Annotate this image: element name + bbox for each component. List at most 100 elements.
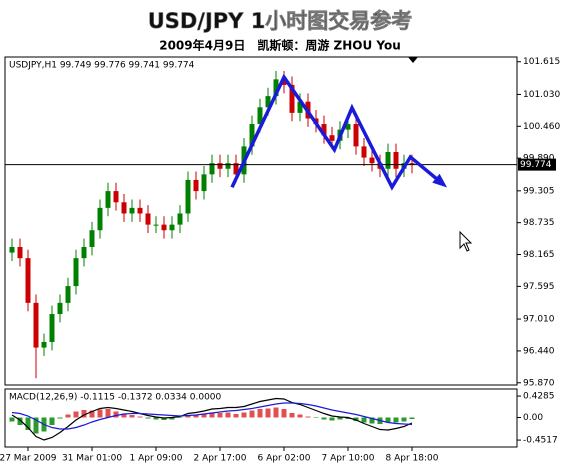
candle-body bbox=[161, 224, 167, 231]
y-tick-label: 101.615 bbox=[523, 57, 560, 67]
candle-body bbox=[369, 157, 375, 164]
x-tick-label: 6 Apr 02:00 bbox=[258, 454, 311, 464]
candle-body bbox=[129, 207, 135, 214]
page-subtitle: 2009年4月9日 凯斯顿：周游 ZHOU You bbox=[159, 38, 401, 53]
candle-body bbox=[81, 246, 87, 259]
macd-bar bbox=[185, 415, 191, 418]
macd-bar bbox=[177, 417, 183, 418]
macd-bar bbox=[105, 409, 111, 418]
x-tick-label: 2 Apr 17:00 bbox=[194, 454, 247, 464]
candle-body bbox=[249, 124, 255, 147]
x-tick-label: 1 Apr 09:00 bbox=[130, 454, 183, 464]
x-tick-label: 31 Mar 01:00 bbox=[62, 454, 122, 464]
macd-bar bbox=[249, 410, 255, 418]
macd-bar bbox=[81, 410, 87, 418]
candle-body bbox=[121, 202, 127, 214]
macd-bar bbox=[337, 417, 343, 420]
macd-bar bbox=[369, 417, 375, 424]
macd-bar bbox=[25, 417, 31, 430]
macd-bar bbox=[113, 411, 119, 418]
candle-body bbox=[145, 213, 151, 225]
macd-bar bbox=[121, 413, 127, 418]
candle-body bbox=[209, 163, 215, 175]
last-price-label: 99.774 bbox=[520, 160, 552, 170]
trend-arrow bbox=[230, 73, 446, 191]
candle-body bbox=[49, 314, 55, 342]
macd-bar bbox=[233, 414, 239, 418]
x-tick-label: 7 Apr 10:00 bbox=[322, 454, 375, 464]
candle-body bbox=[321, 124, 327, 136]
macd-bar bbox=[321, 417, 327, 420]
macd-panel bbox=[4, 388, 518, 448]
macd-bar bbox=[33, 417, 39, 434]
macd-label: MACD(12,26,9) -0.1115 -0.1372 0.0334 0.0… bbox=[9, 393, 222, 403]
macd-bar bbox=[305, 416, 311, 418]
macd-bar bbox=[393, 417, 399, 423]
cursor bbox=[459, 230, 473, 252]
y-tick-label: 0.00 bbox=[523, 413, 543, 423]
candle-body bbox=[17, 246, 23, 259]
candle-body bbox=[33, 302, 39, 348]
candle-body bbox=[97, 207, 103, 231]
candle-body bbox=[177, 213, 183, 225]
price-panel bbox=[4, 56, 518, 386]
macd-line bbox=[11, 397, 413, 441]
macd-bar bbox=[265, 408, 271, 418]
candle-body bbox=[105, 191, 111, 208]
y-tick-label: 96.440 bbox=[523, 346, 555, 356]
macd-bar bbox=[169, 417, 175, 420]
macd-bar bbox=[49, 417, 55, 425]
macd-bar bbox=[361, 417, 367, 423]
candle-body bbox=[233, 163, 239, 175]
candle-body bbox=[353, 124, 359, 147]
macd-bar bbox=[313, 417, 319, 418]
candle-body bbox=[193, 179, 199, 192]
candle-body bbox=[201, 174, 207, 192]
macd-bar bbox=[241, 412, 247, 418]
macd-bar bbox=[401, 417, 407, 422]
macd-bar bbox=[97, 409, 103, 418]
macd-bar bbox=[65, 414, 71, 418]
macd-bar bbox=[201, 413, 207, 418]
y-tick-label: 97.010 bbox=[523, 315, 555, 325]
macd-bar bbox=[385, 417, 391, 422]
arrow-head bbox=[432, 173, 448, 188]
candle-body bbox=[385, 151, 391, 169]
candle-body bbox=[361, 146, 367, 158]
macd-bar bbox=[137, 416, 143, 418]
signal-line bbox=[11, 402, 413, 430]
y-tick-label: 101.030 bbox=[523, 90, 560, 100]
macd-bar bbox=[225, 412, 231, 418]
macd-bar bbox=[329, 417, 335, 421]
y-tick-label: -0.4517 bbox=[523, 436, 558, 446]
candle-body bbox=[25, 258, 31, 303]
x-tick-label: 8 Apr 18:00 bbox=[386, 454, 439, 464]
candle-body bbox=[9, 246, 15, 253]
candle-body bbox=[409, 163, 415, 165]
macd-bar bbox=[145, 417, 151, 419]
y-tick-label: 95.870 bbox=[523, 378, 555, 388]
macd-bar bbox=[273, 407, 279, 418]
macd-bar bbox=[89, 410, 95, 418]
candle-body bbox=[297, 101, 303, 113]
macd-bar bbox=[289, 413, 295, 418]
macd-bar bbox=[129, 415, 135, 418]
candle-body bbox=[281, 79, 287, 85]
y-tick-label: 98.735 bbox=[523, 218, 555, 228]
y-tick-label: 97.595 bbox=[523, 282, 555, 292]
macd-bar bbox=[409, 417, 415, 419]
macd-bar bbox=[217, 413, 223, 418]
macd-bar bbox=[281, 409, 287, 418]
macd-bar bbox=[209, 412, 215, 418]
y-tick-label: 0.4285 bbox=[523, 392, 555, 402]
candle-body bbox=[41, 341, 47, 348]
candle-body bbox=[113, 191, 119, 203]
candle-body bbox=[345, 124, 351, 130]
page-title: USD/JPY 1小时图交易参考 bbox=[148, 9, 413, 33]
candle-body bbox=[65, 286, 71, 303]
macd-bar bbox=[9, 417, 15, 422]
candle-body bbox=[185, 179, 191, 214]
candle-body bbox=[137, 207, 143, 214]
last-price-box bbox=[518, 158, 556, 171]
